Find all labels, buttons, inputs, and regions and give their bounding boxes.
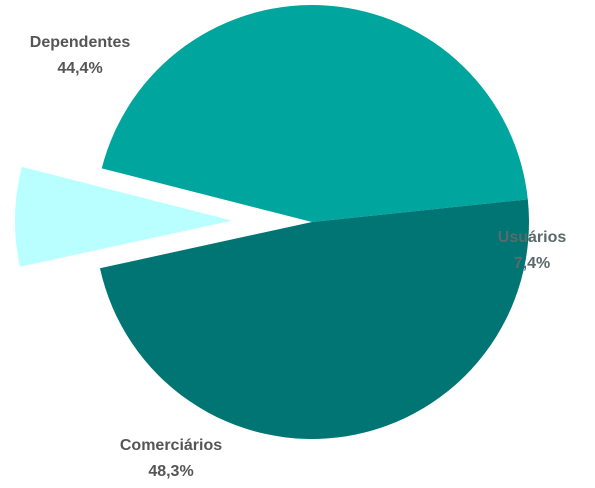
pie-slices [15,4,530,440]
slice-value-label: 44,4% [57,60,102,77]
pie-slice-dependentes [101,4,528,223]
slice-label-1: Usuários 7,4% [498,229,567,272]
slice-label-2: Comerciários 48,3% [120,437,222,480]
pie-labels: Dependentes 44,4% Usuários 7,4% Comerciários… [30,34,567,480]
pie-slice-usuarios [15,166,233,267]
slice-category-label: Comerciários [120,437,222,454]
slice-value-label: 7,4% [514,255,550,272]
slice-label-0: Dependentes 44,4% [30,34,131,77]
slice-value-label: 48,3% [148,463,193,480]
pie-slice-comerciarios [99,199,530,440]
slice-category-label: Dependentes [30,34,131,51]
slice-category-label: Usuários [498,229,567,246]
